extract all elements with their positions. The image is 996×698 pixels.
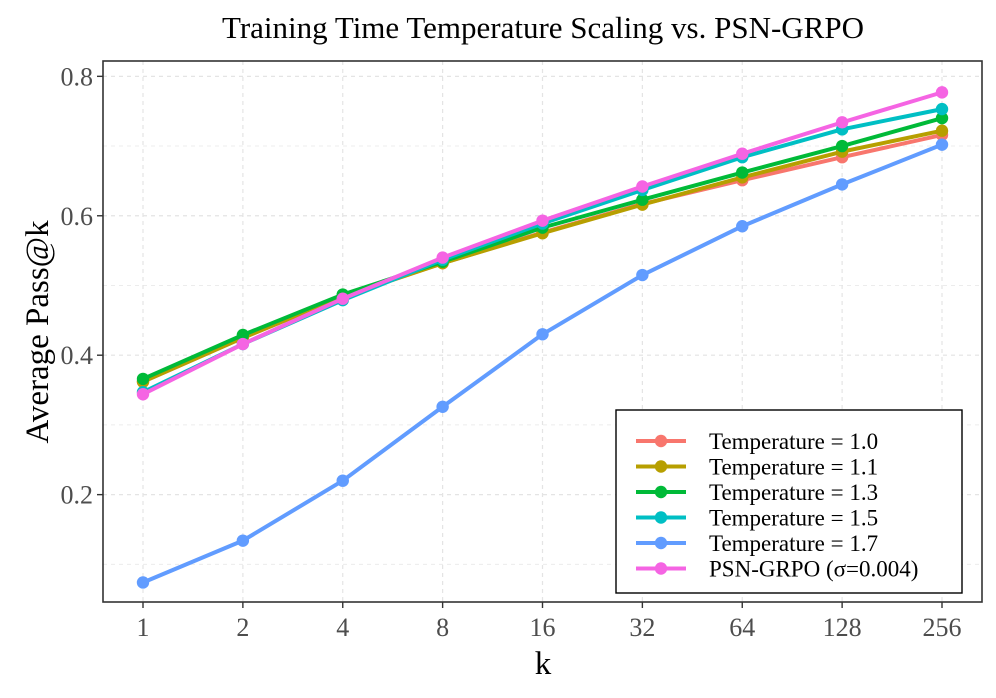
data-point	[236, 534, 250, 547]
data-point	[835, 178, 849, 191]
data-point	[536, 328, 549, 341]
legend-label: Temperature = 1.5	[709, 506, 878, 531]
data-point	[136, 388, 150, 401]
legend-label: Temperature = 1.3	[709, 480, 878, 505]
y-tick-label: 0.6	[61, 202, 94, 231]
data-point	[935, 86, 949, 99]
x-tick-label: 4	[336, 613, 349, 642]
data-point	[336, 474, 349, 487]
series-layer	[136, 86, 949, 589]
x-tick-label: 8	[436, 613, 449, 642]
data-point	[136, 576, 150, 589]
legend-marker	[654, 485, 668, 499]
data-point	[736, 166, 749, 179]
data-point	[436, 400, 449, 413]
legend-item: PSN-GRPO (σ=0.004)	[636, 557, 918, 582]
x-tick-label: 128	[823, 613, 862, 642]
data-point	[935, 102, 949, 116]
legend-item: Temperature = 1.5	[636, 506, 878, 531]
data-point	[935, 111, 949, 125]
legend-marker	[654, 511, 668, 524]
y-tick-label: 0.4	[61, 341, 94, 370]
data-point	[935, 138, 949, 151]
legend-marker	[654, 562, 668, 575]
legend-label: Temperature = 1.7	[709, 531, 878, 556]
data-point	[636, 268, 649, 282]
data-point	[336, 292, 349, 305]
y-tick-label: 0.8	[61, 62, 94, 91]
legend-marker	[654, 460, 668, 473]
x-tick-label: 1	[137, 613, 150, 642]
data-point	[636, 193, 649, 206]
x-axis: 1 2 4 8 16 32 64 128 256	[137, 602, 962, 642]
data-point	[835, 139, 849, 153]
plot-panel	[102, 60, 983, 603]
legend-label: PSN-GRPO (σ=0.004)	[709, 557, 918, 582]
legend-marker	[654, 536, 668, 550]
x-tick-label: 32	[629, 613, 655, 642]
data-point	[236, 328, 250, 342]
x-tick-label: 2	[236, 613, 249, 642]
y-axis: 0.2 0.4 0.6 0.8	[61, 62, 103, 510]
y-tick-label: 0.2	[61, 481, 94, 510]
series-5	[136, 138, 949, 589]
legend-marker	[654, 434, 668, 448]
chart-title: Training Time Temperature Scaling vs. PS…	[222, 10, 864, 45]
legend-label: Temperature = 1.1	[709, 455, 878, 480]
data-point	[736, 220, 749, 233]
data-point	[636, 180, 649, 193]
data-point	[736, 147, 749, 160]
data-point	[935, 124, 949, 137]
series-6	[136, 86, 949, 401]
data-point	[536, 214, 549, 227]
data-point	[436, 251, 449, 264]
data-point	[136, 372, 150, 386]
x-axis-label: k	[535, 646, 552, 682]
legend-label: Temperature = 1.0	[709, 429, 878, 454]
data-point	[236, 337, 250, 351]
legend-item: Temperature = 1.7	[636, 531, 878, 556]
data-point	[835, 116, 849, 129]
legend-item: Temperature = 1.1	[636, 455, 878, 480]
legend-item: Temperature = 1.3	[636, 480, 878, 505]
y-axis-label: Average Pass@k	[20, 220, 56, 444]
x-tick-label: 256	[923, 613, 962, 642]
x-tick-label: 64	[729, 613, 755, 642]
x-tick-label: 16	[530, 613, 556, 642]
legend-item: Temperature = 1.0	[636, 429, 878, 454]
